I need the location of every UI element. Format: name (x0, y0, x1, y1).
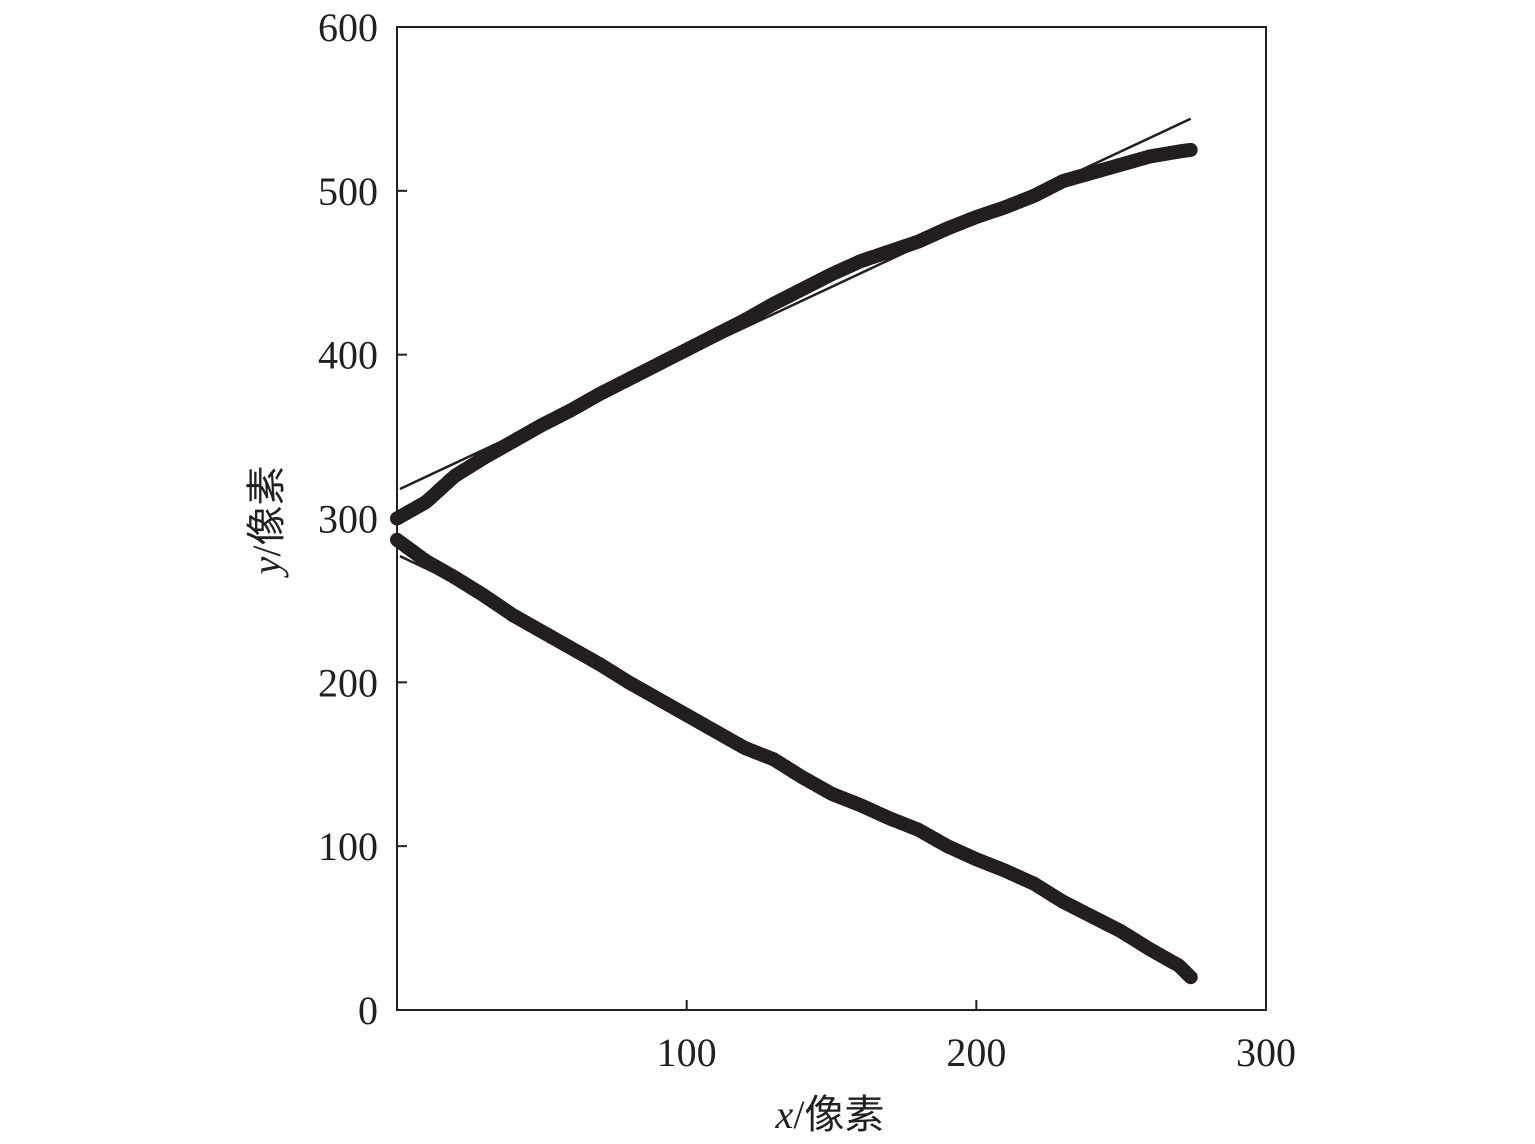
data-point (1183, 142, 1198, 157)
y-tick-label: 100 (318, 824, 378, 869)
x-tick-label: 300 (1236, 1030, 1296, 1075)
y-axis-label: y/像素 (244, 466, 289, 579)
x-tick-label: 100 (657, 1030, 717, 1075)
y-tick-label: 600 (318, 5, 378, 50)
data-series-2 (390, 532, 1198, 985)
data-point (1183, 970, 1198, 985)
data-series-1 (390, 142, 1198, 526)
y-tick-label: 200 (318, 660, 378, 705)
y-tick-label: 500 (318, 169, 378, 214)
fit-line (399, 117, 1192, 491)
fit-line (399, 555, 470, 591)
y-tick-label: 400 (318, 333, 378, 378)
y-tick-label: 300 (318, 497, 378, 542)
x-axis-label: x/像素 (775, 1092, 885, 1137)
x-tick-label: 200 (946, 1030, 1006, 1075)
y-tick-label: 0 (358, 988, 378, 1033)
plot-frame (396, 26, 1267, 1011)
